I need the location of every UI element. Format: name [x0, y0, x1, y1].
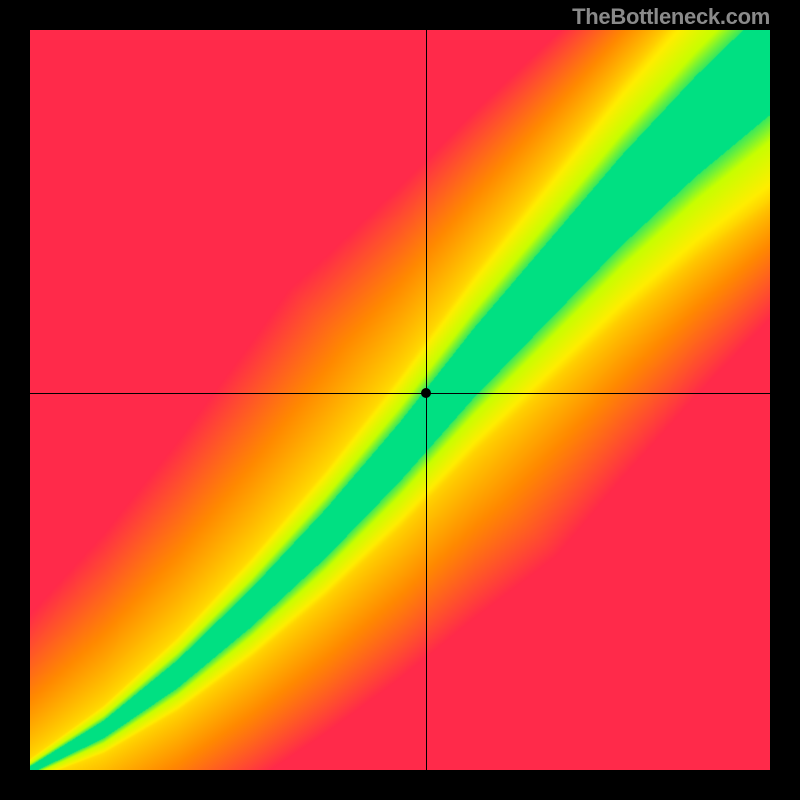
crosshair-horizontal [30, 393, 770, 394]
watermark-text: TheBottleneck.com [572, 4, 770, 30]
crosshair-vertical [426, 30, 427, 770]
crosshair-marker [421, 388, 431, 398]
heatmap-canvas [30, 30, 770, 770]
heatmap-plot [30, 30, 770, 770]
